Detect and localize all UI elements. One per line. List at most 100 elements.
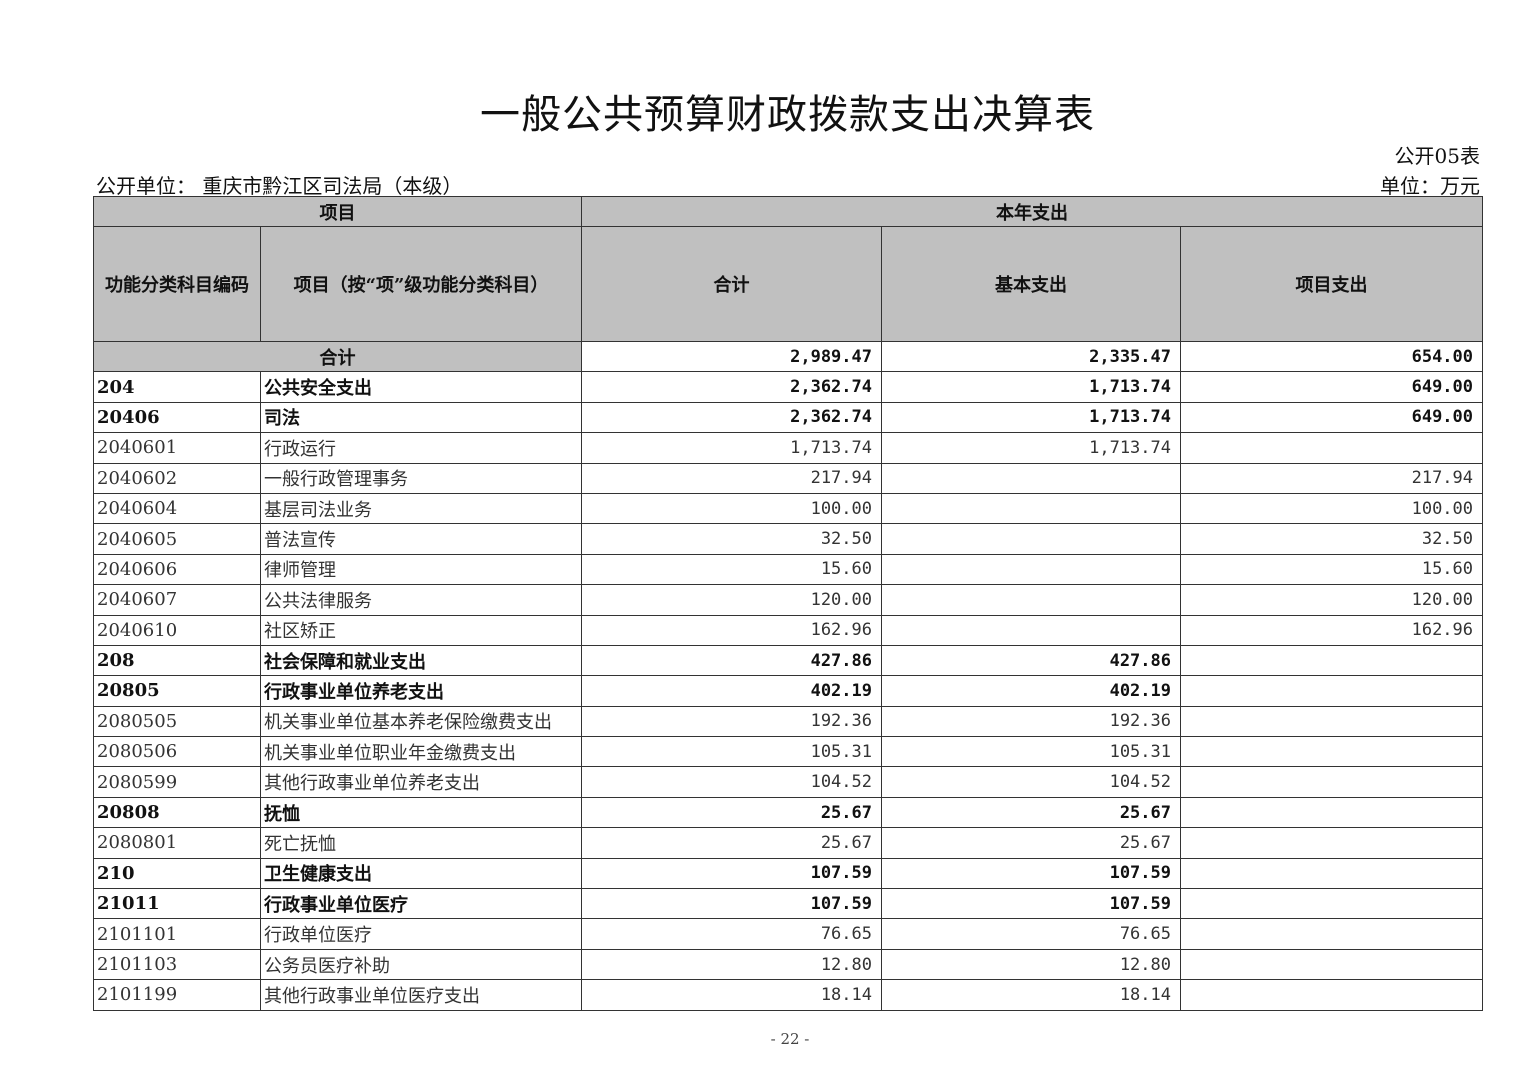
cell-basic: 25.67 [881, 796, 1181, 829]
cell-basic: 1,713.74 [881, 371, 1181, 403]
cell-code: 204 [93, 371, 261, 403]
cell-basic [881, 492, 1181, 525]
cell-total: 76.65 [581, 918, 882, 950]
header-item: 项目（按“项”级功能分类科目） [260, 226, 582, 342]
cell-total: 18.14 [581, 979, 882, 1011]
table-row: 2080599 其他行政事业单位养老支出 104.52 104.52 [93, 766, 1484, 798]
cell-name: 行政单位医疗 [260, 918, 582, 950]
cell-basic [881, 523, 1181, 555]
cell-name: 普法宣传 [260, 523, 582, 555]
cell-name: 抚恤 [260, 796, 582, 829]
cell-code: 2101101 [93, 918, 261, 950]
cell-basic [881, 614, 1181, 646]
cell-code: 208 [93, 644, 261, 677]
cell-name: 基层司法业务 [260, 492, 582, 525]
table-row: 20808 抚恤 25.67 25.67 [93, 796, 1484, 829]
cell-name: 公共法律服务 [260, 584, 582, 616]
cell-code: 2080506 [93, 736, 261, 768]
cell-code: 2101103 [93, 948, 261, 981]
cell-name: 社会保障和就业支出 [260, 644, 582, 677]
cell-basic: 107.59 [881, 857, 1181, 890]
header-current-year: 本年支出 [580, 196, 1484, 227]
cell-total: 1,713.74 [581, 432, 882, 464]
cell-code: 2080599 [93, 766, 261, 798]
cell-code: 2040607 [93, 584, 261, 616]
cell-basic: 427.86 [881, 644, 1181, 677]
cell-code: 21011 [93, 888, 261, 920]
cell-total: 402.19 [581, 675, 882, 707]
cell-total: 2,362.74 [581, 401, 882, 434]
cell-total: 192.36 [581, 705, 882, 738]
cell-basic [881, 584, 1181, 616]
form-number: 公开05表 [1394, 144, 1480, 168]
cell-basic: 18.14 [881, 979, 1181, 1011]
cell-code: 20805 [93, 675, 261, 707]
cell-total: 12.80 [581, 948, 882, 981]
cell-project [1179, 948, 1484, 981]
table-row: 2101103 公务员医疗补助 12.80 12.80 [93, 948, 1484, 981]
cell-project [1179, 736, 1484, 768]
cell-name: 公共安全支出 [260, 371, 582, 403]
cell-name: 社区矫正 [260, 614, 582, 646]
table-row: 20406 司法 2,362.74 1,713.74 649.00 [93, 401, 1484, 434]
cell-name: 死亡抚恤 [260, 827, 582, 859]
currency-unit: 单位：万元 [1380, 174, 1480, 198]
cell-code: 210 [93, 857, 261, 890]
table-row: 21011 行政事业单位医疗 107.59 107.59 [93, 888, 1484, 920]
cell-total: 105.31 [581, 736, 882, 768]
cell-name: 其他行政事业单位养老支出 [260, 766, 582, 798]
table-row: 210 卫生健康支出 107.59 107.59 [93, 857, 1484, 890]
total-total: 2,989.47 [581, 340, 882, 373]
cell-project [1179, 705, 1484, 738]
cell-basic: 76.65 [881, 918, 1181, 950]
table-row: 2040605 普法宣传 32.50 32.50 [93, 523, 1484, 555]
total-project: 654.00 [1179, 340, 1484, 373]
table-row: 20805 行政事业单位养老支出 402.19 402.19 [93, 675, 1484, 707]
header-project: 项目 [93, 196, 582, 227]
header-code: 功能分类科目编码 [93, 226, 261, 342]
cell-total: 25.67 [581, 827, 882, 859]
cell-project: 162.96 [1179, 614, 1484, 646]
table-row: 2080506 机关事业单位职业年金缴费支出 105.31 105.31 [93, 736, 1484, 768]
page-number: - 22 - [770, 1030, 810, 1048]
cell-basic: 107.59 [881, 888, 1181, 920]
cell-project: 649.00 [1179, 401, 1484, 434]
table-row: 2040606 律师管理 15.60 15.60 [93, 553, 1484, 586]
cell-name: 律师管理 [260, 553, 582, 586]
cell-project [1179, 796, 1484, 829]
cell-project: 120.00 [1179, 584, 1484, 616]
cell-name: 司法 [260, 401, 582, 434]
cell-name: 行政运行 [260, 432, 582, 464]
cell-code: 2040605 [93, 523, 261, 555]
cell-basic: 12.80 [881, 948, 1181, 981]
table-row: 2040610 社区矫正 162.96 162.96 [93, 614, 1484, 646]
cell-total: 104.52 [581, 766, 882, 798]
cell-name: 一般行政管理事务 [260, 462, 582, 494]
table-row: 204 公共安全支出 2,362.74 1,713.74 649.00 [93, 371, 1484, 403]
cell-basic: 104.52 [881, 766, 1181, 798]
budget-table: 项目 本年支出 功能分类科目编码 项目（按“项”级功能分类科目） 合计 基本支出… [93, 196, 1484, 1011]
cell-project [1179, 918, 1484, 950]
table-row: 2040607 公共法律服务 120.00 120.00 [93, 584, 1484, 616]
cell-total: 25.67 [581, 796, 882, 829]
table-row: 2101101 行政单位医疗 76.65 76.65 [93, 918, 1484, 950]
cell-project [1179, 432, 1484, 464]
cell-project: 649.00 [1179, 371, 1484, 403]
total-row: 合计 2,989.47 2,335.47 654.00 [93, 340, 1484, 373]
cell-total: 162.96 [581, 614, 882, 646]
cell-project: 217.94 [1179, 462, 1484, 494]
cell-code: 20406 [93, 401, 261, 434]
cell-code: 2040601 [93, 432, 261, 464]
cell-basic: 105.31 [881, 736, 1181, 768]
cell-project [1179, 766, 1484, 798]
cell-project: 100.00 [1179, 492, 1484, 525]
cell-code: 2040602 [93, 462, 261, 494]
cell-basic: 25.67 [881, 827, 1181, 859]
cell-project [1179, 857, 1484, 890]
cell-total: 2,362.74 [581, 371, 882, 403]
cell-basic: 1,713.74 [881, 432, 1181, 464]
cell-total: 107.59 [581, 857, 882, 890]
cell-code: 2040606 [93, 553, 261, 586]
cell-code: 2040610 [93, 614, 261, 646]
cell-code: 2101199 [93, 979, 261, 1011]
